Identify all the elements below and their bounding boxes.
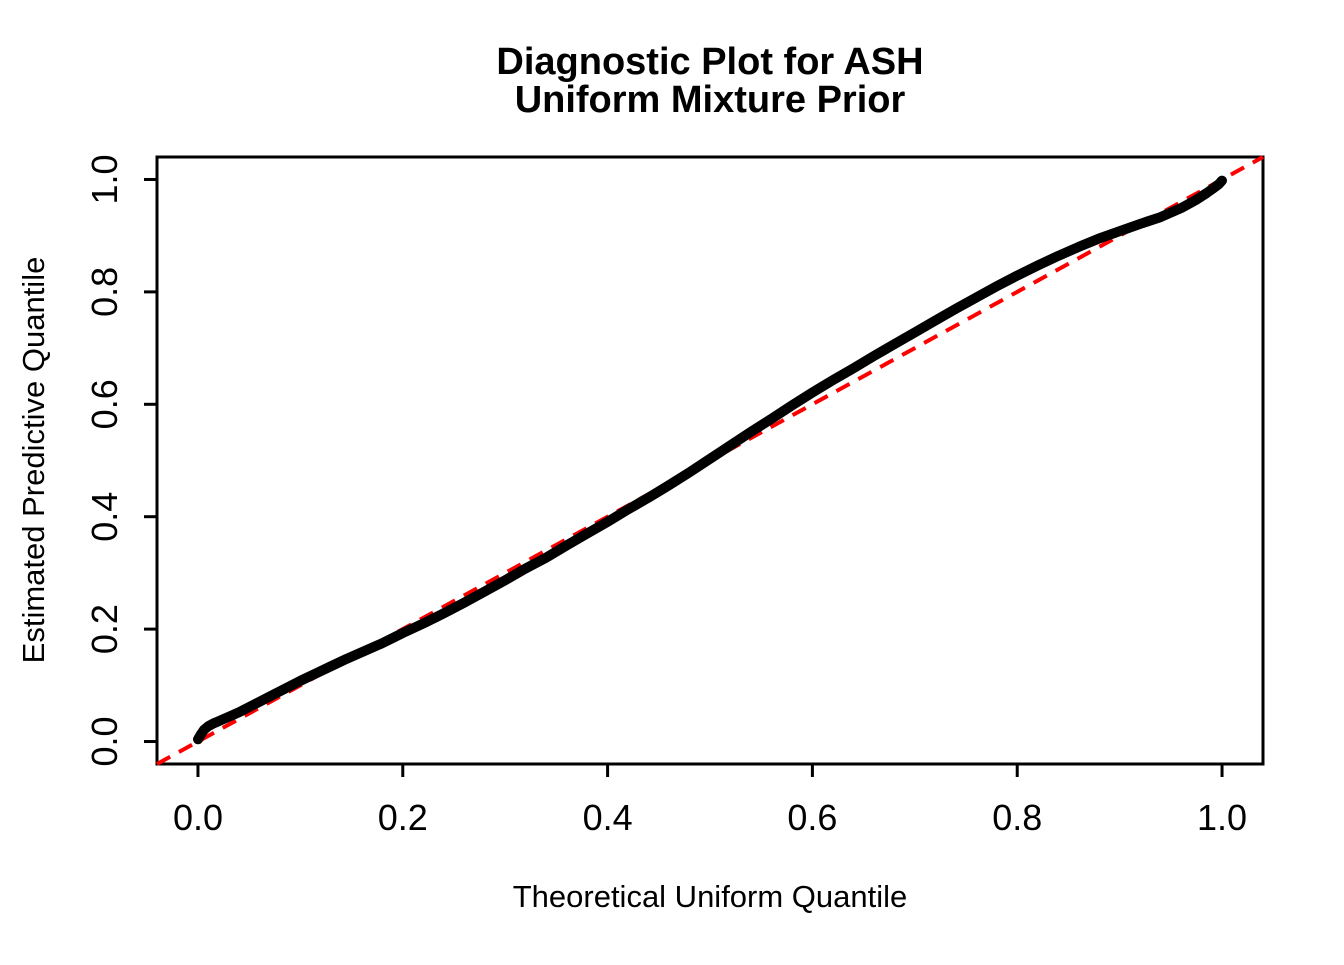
- x-tick-label: 1.0: [1197, 797, 1247, 838]
- y-tick-label: 0.0: [84, 716, 125, 766]
- y-axis-label: Estimated Predictive Quantile: [16, 257, 51, 664]
- y-tick-label: 0.2: [84, 604, 125, 654]
- x-tick-label: 0.0: [173, 797, 223, 838]
- x-tick-label: 0.4: [583, 797, 633, 838]
- quantile-curve: [193, 175, 1227, 745]
- x-tick-label: 0.8: [992, 797, 1042, 838]
- x-axis-label: Theoretical Uniform Quantile: [513, 879, 908, 914]
- y-axis-ticks: 0.0 0.2 0.4 0.6 0.8 1.0: [84, 154, 157, 767]
- plot-frame: [155, 155, 1265, 766]
- y-tick-label: 0.8: [84, 267, 125, 317]
- x-tick-label: 0.2: [378, 797, 428, 838]
- y-tick-label: 1.0: [84, 154, 125, 204]
- plot-title-line1: Diagnostic Plot for ASH: [496, 41, 923, 83]
- y-tick-label: 0.4: [84, 492, 125, 542]
- x-tick-label: 0.6: [787, 797, 837, 838]
- plot-title-line2: Uniform Mixture Prior: [515, 79, 906, 121]
- x-axis-ticks: 0.0 0.2 0.4 0.6 0.8 1.0: [173, 764, 1247, 838]
- y-tick-label: 0.6: [84, 379, 125, 429]
